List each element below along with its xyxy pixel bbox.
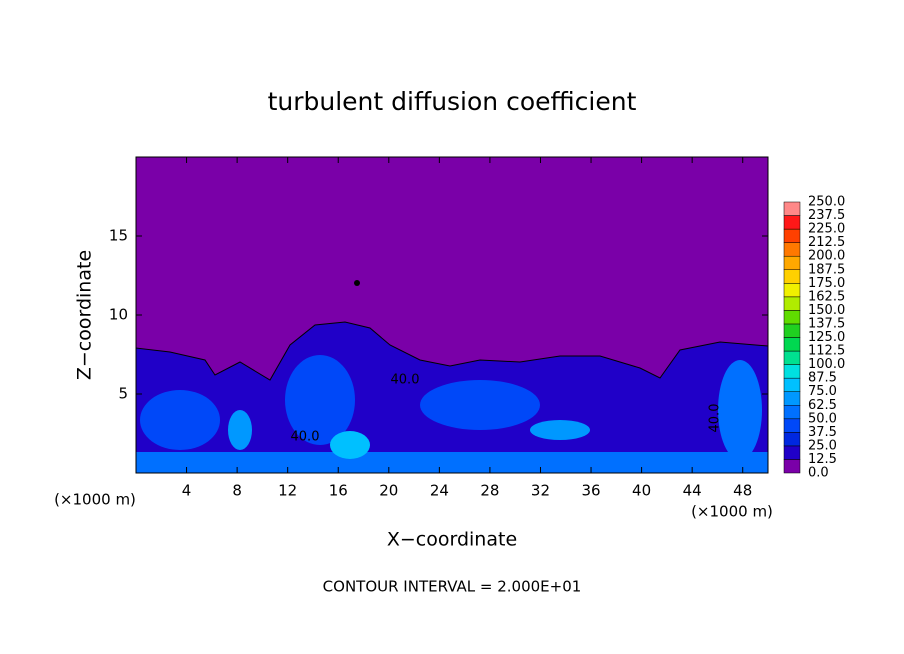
x-tick-label: 16	[329, 482, 348, 500]
colorbar-label: 125.0	[808, 330, 845, 345]
y-tick-label: 10	[109, 306, 128, 324]
field-patch	[718, 360, 762, 460]
x-tick-label: 24	[430, 482, 449, 500]
colorbar-label: 100.0	[808, 357, 845, 372]
colorbar-label: 237.5	[808, 208, 845, 223]
contour-label: 40.0	[291, 430, 320, 445]
chart-title: turbulent diffusion coefficient	[268, 87, 637, 116]
x-axis-label: X−coordinate	[387, 529, 517, 551]
contour-label: 40.0	[391, 373, 420, 388]
field-patch	[228, 410, 252, 450]
colorbar-box	[783, 350, 801, 365]
colorbar-label: 212.5	[808, 235, 845, 250]
colorbar-box	[783, 201, 801, 216]
x-unit-label: (×1000 m)	[691, 503, 773, 521]
colorbar-box	[783, 377, 801, 392]
colorbar-box	[783, 337, 801, 352]
colorbar-label: 250.0	[808, 195, 845, 210]
field-patch	[285, 355, 355, 445]
colorbar-box	[783, 405, 801, 420]
colorbar-label: 187.5	[808, 262, 845, 277]
colorbar-label: 25.0	[808, 438, 837, 453]
colorbar-label: 50.0	[808, 411, 837, 426]
colorbar-label: 200.0	[808, 249, 845, 264]
x-tick-label: 20	[379, 482, 398, 500]
y-tick-label: 15	[109, 227, 128, 245]
y-axis-label: Z−coordinate	[74, 250, 96, 380]
colorbar-box	[783, 269, 801, 284]
colorbar-label: 112.5	[808, 344, 845, 359]
x-tick-label: 48	[733, 482, 752, 500]
field-patch	[330, 431, 370, 459]
colorbar-label: 175.0	[808, 276, 845, 291]
colorbar-label: 225.0	[808, 222, 845, 237]
colorbar-box	[783, 323, 801, 338]
y-tick-label: 5	[118, 385, 128, 403]
colorbar-box	[783, 445, 801, 460]
colorbar-label: 75.0	[808, 384, 837, 399]
x-tick-label: 28	[480, 482, 499, 500]
field-spot	[354, 280, 360, 286]
field	[135, 157, 769, 474]
colorbar-box	[783, 459, 801, 474]
footer-note: CONTOUR INTERVAL = 2.000E+01	[323, 578, 582, 596]
colorbar-box	[783, 310, 801, 325]
colorbar-box	[783, 391, 801, 406]
colorbar-label: 37.5	[808, 425, 837, 440]
colorbar-box	[783, 242, 801, 257]
x-tick-label: 44	[683, 482, 702, 500]
colorbar-label: 162.5	[808, 289, 845, 304]
colorbar-box	[783, 228, 801, 243]
colorbar-box	[783, 364, 801, 379]
colorbar-label: 62.5	[808, 398, 837, 413]
x-tick-label: 36	[581, 482, 600, 500]
field-patch	[140, 390, 220, 450]
field-patch	[420, 380, 540, 430]
field-patch	[530, 420, 590, 440]
x-tick-label: 32	[531, 482, 550, 500]
colorbar-box	[783, 215, 801, 230]
colorbar-box	[783, 296, 801, 311]
colorbar-label: 137.5	[808, 316, 845, 331]
x-tick-label: 4	[182, 482, 192, 500]
x-unit-label: (×1000 m)	[54, 491, 136, 509]
colorbar-label: 0.0	[808, 466, 829, 481]
x-tick-label: 12	[278, 482, 297, 500]
x-tick-label: 8	[232, 482, 242, 500]
colorbar-label: 150.0	[808, 303, 845, 318]
colorbar-box	[783, 283, 801, 298]
contour-label: 40.0	[708, 404, 723, 433]
colorbar-box	[783, 432, 801, 447]
x-tick-label: 40	[632, 482, 651, 500]
colorbar-label: 87.5	[808, 371, 837, 386]
field-patch	[136, 452, 768, 473]
colorbar-label: 12.5	[808, 452, 837, 467]
colorbar-box	[783, 418, 801, 433]
colorbar-box	[783, 255, 801, 271]
